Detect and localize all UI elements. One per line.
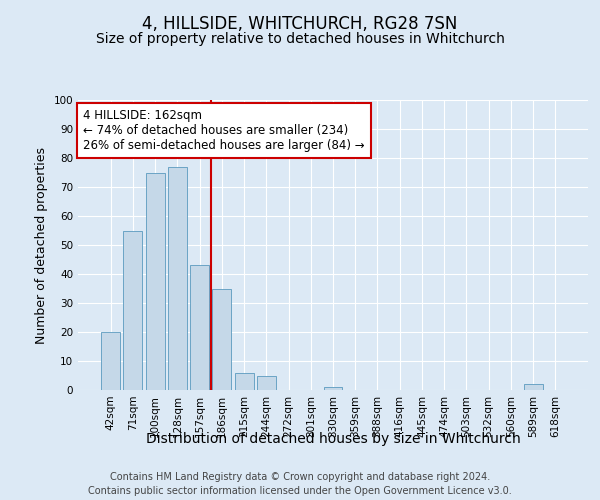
- Bar: [235, 372, 254, 390]
- Text: 4 HILLSIDE: 162sqm
← 74% of detached houses are smaller (234)
26% of semi-detach: 4 HILLSIDE: 162sqm ← 74% of detached hou…: [83, 108, 365, 152]
- Text: Size of property relative to detached houses in Whitchurch: Size of property relative to detached ho…: [95, 32, 505, 46]
- Bar: [168, 166, 187, 390]
- Bar: [212, 288, 231, 390]
- Text: Contains HM Land Registry data © Crown copyright and database right 2024.: Contains HM Land Registry data © Crown c…: [110, 472, 490, 482]
- Text: Contains public sector information licensed under the Open Government Licence v3: Contains public sector information licen…: [88, 486, 512, 496]
- Bar: [124, 230, 142, 390]
- Bar: [146, 172, 164, 390]
- Bar: [101, 332, 120, 390]
- Y-axis label: Number of detached properties: Number of detached properties: [35, 146, 48, 344]
- Bar: [257, 376, 276, 390]
- Bar: [524, 384, 542, 390]
- Text: Distribution of detached houses by size in Whitchurch: Distribution of detached houses by size …: [146, 432, 520, 446]
- Bar: [323, 387, 343, 390]
- Bar: [190, 266, 209, 390]
- Text: 4, HILLSIDE, WHITCHURCH, RG28 7SN: 4, HILLSIDE, WHITCHURCH, RG28 7SN: [142, 15, 458, 33]
